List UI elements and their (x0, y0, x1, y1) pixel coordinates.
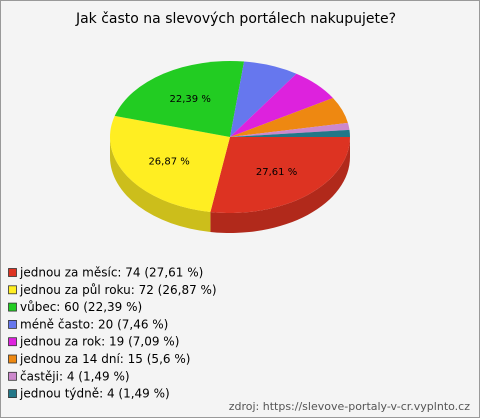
legend-label: jednou za půl roku: 72 (26,87 %) (19, 283, 217, 297)
slice (114, 61, 245, 138)
legend-label: jednou týdně: 4 (1,49 %) (19, 387, 170, 401)
source: zdroj: https://slevove-portaly-v-cr.vypl… (229, 400, 470, 413)
slice (230, 61, 297, 137)
slice (230, 122, 350, 137)
legend-label: jednou za rok: 19 (7,09 %) (19, 335, 179, 349)
slice-side (210, 137, 350, 233)
legend-label: častěji: 4 (1,49 %) (20, 369, 130, 383)
slice (210, 137, 350, 213)
legend-label: vůbec: 60 (22,39 %) (20, 300, 142, 314)
slice (230, 97, 348, 137)
legend-swatch (8, 354, 17, 364)
chart-title: Jak často na slevových portálech nakupuj… (75, 11, 396, 27)
legend-swatch (8, 371, 17, 381)
slice-label: 27,61 % (256, 167, 297, 178)
slice-side (110, 137, 211, 232)
slice-label: 22,39 % (170, 94, 211, 105)
legend-swatch (8, 319, 17, 329)
legend-label: jednou za měsíc: 74 (27,61 %) (19, 266, 203, 280)
slice (230, 73, 333, 137)
legend-swatch (8, 302, 17, 312)
legend-swatch (8, 268, 17, 277)
legend-label: méně často: 20 (7,46 %) (20, 317, 168, 331)
slice-label: 26,87 % (148, 156, 189, 167)
legend-label: jednou za 14 dní: 15 (5,6 %) (19, 352, 190, 366)
legend-swatch (8, 285, 17, 295)
legend-swatch (8, 337, 17, 347)
slice (230, 129, 350, 137)
legend-swatch (8, 389, 17, 399)
slice (109, 115, 230, 212)
